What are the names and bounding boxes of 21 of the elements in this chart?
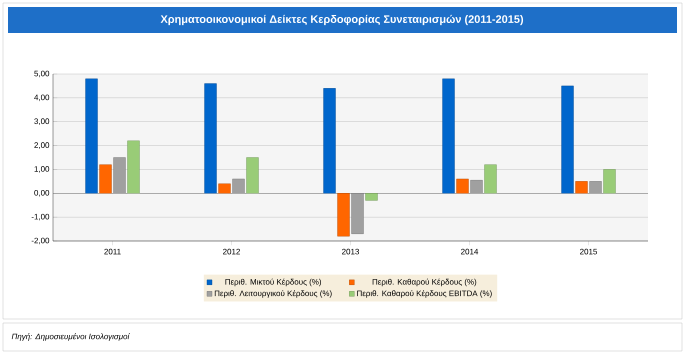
bar — [337, 193, 350, 236]
bar — [113, 157, 126, 194]
bar — [351, 193, 364, 234]
bar — [603, 169, 616, 194]
bar — [561, 86, 574, 194]
bar — [246, 157, 259, 194]
bar — [589, 181, 602, 194]
bar — [575, 181, 588, 194]
bar — [85, 78, 98, 194]
bar — [99, 164, 112, 194]
bar — [365, 193, 378, 201]
bar — [442, 78, 455, 194]
bar — [232, 178, 245, 194]
bar — [204, 83, 217, 194]
chart-title: Χρηματοοικονομικοί Δείκτες Κερδοφορίας Συνεταιρισμών (2011-2015) — [160, 14, 524, 26]
bar — [456, 178, 469, 194]
bar — [218, 184, 231, 194]
bar — [470, 180, 483, 194]
bar — [127, 140, 140, 194]
bar — [323, 88, 336, 194]
bar — [484, 164, 497, 194]
